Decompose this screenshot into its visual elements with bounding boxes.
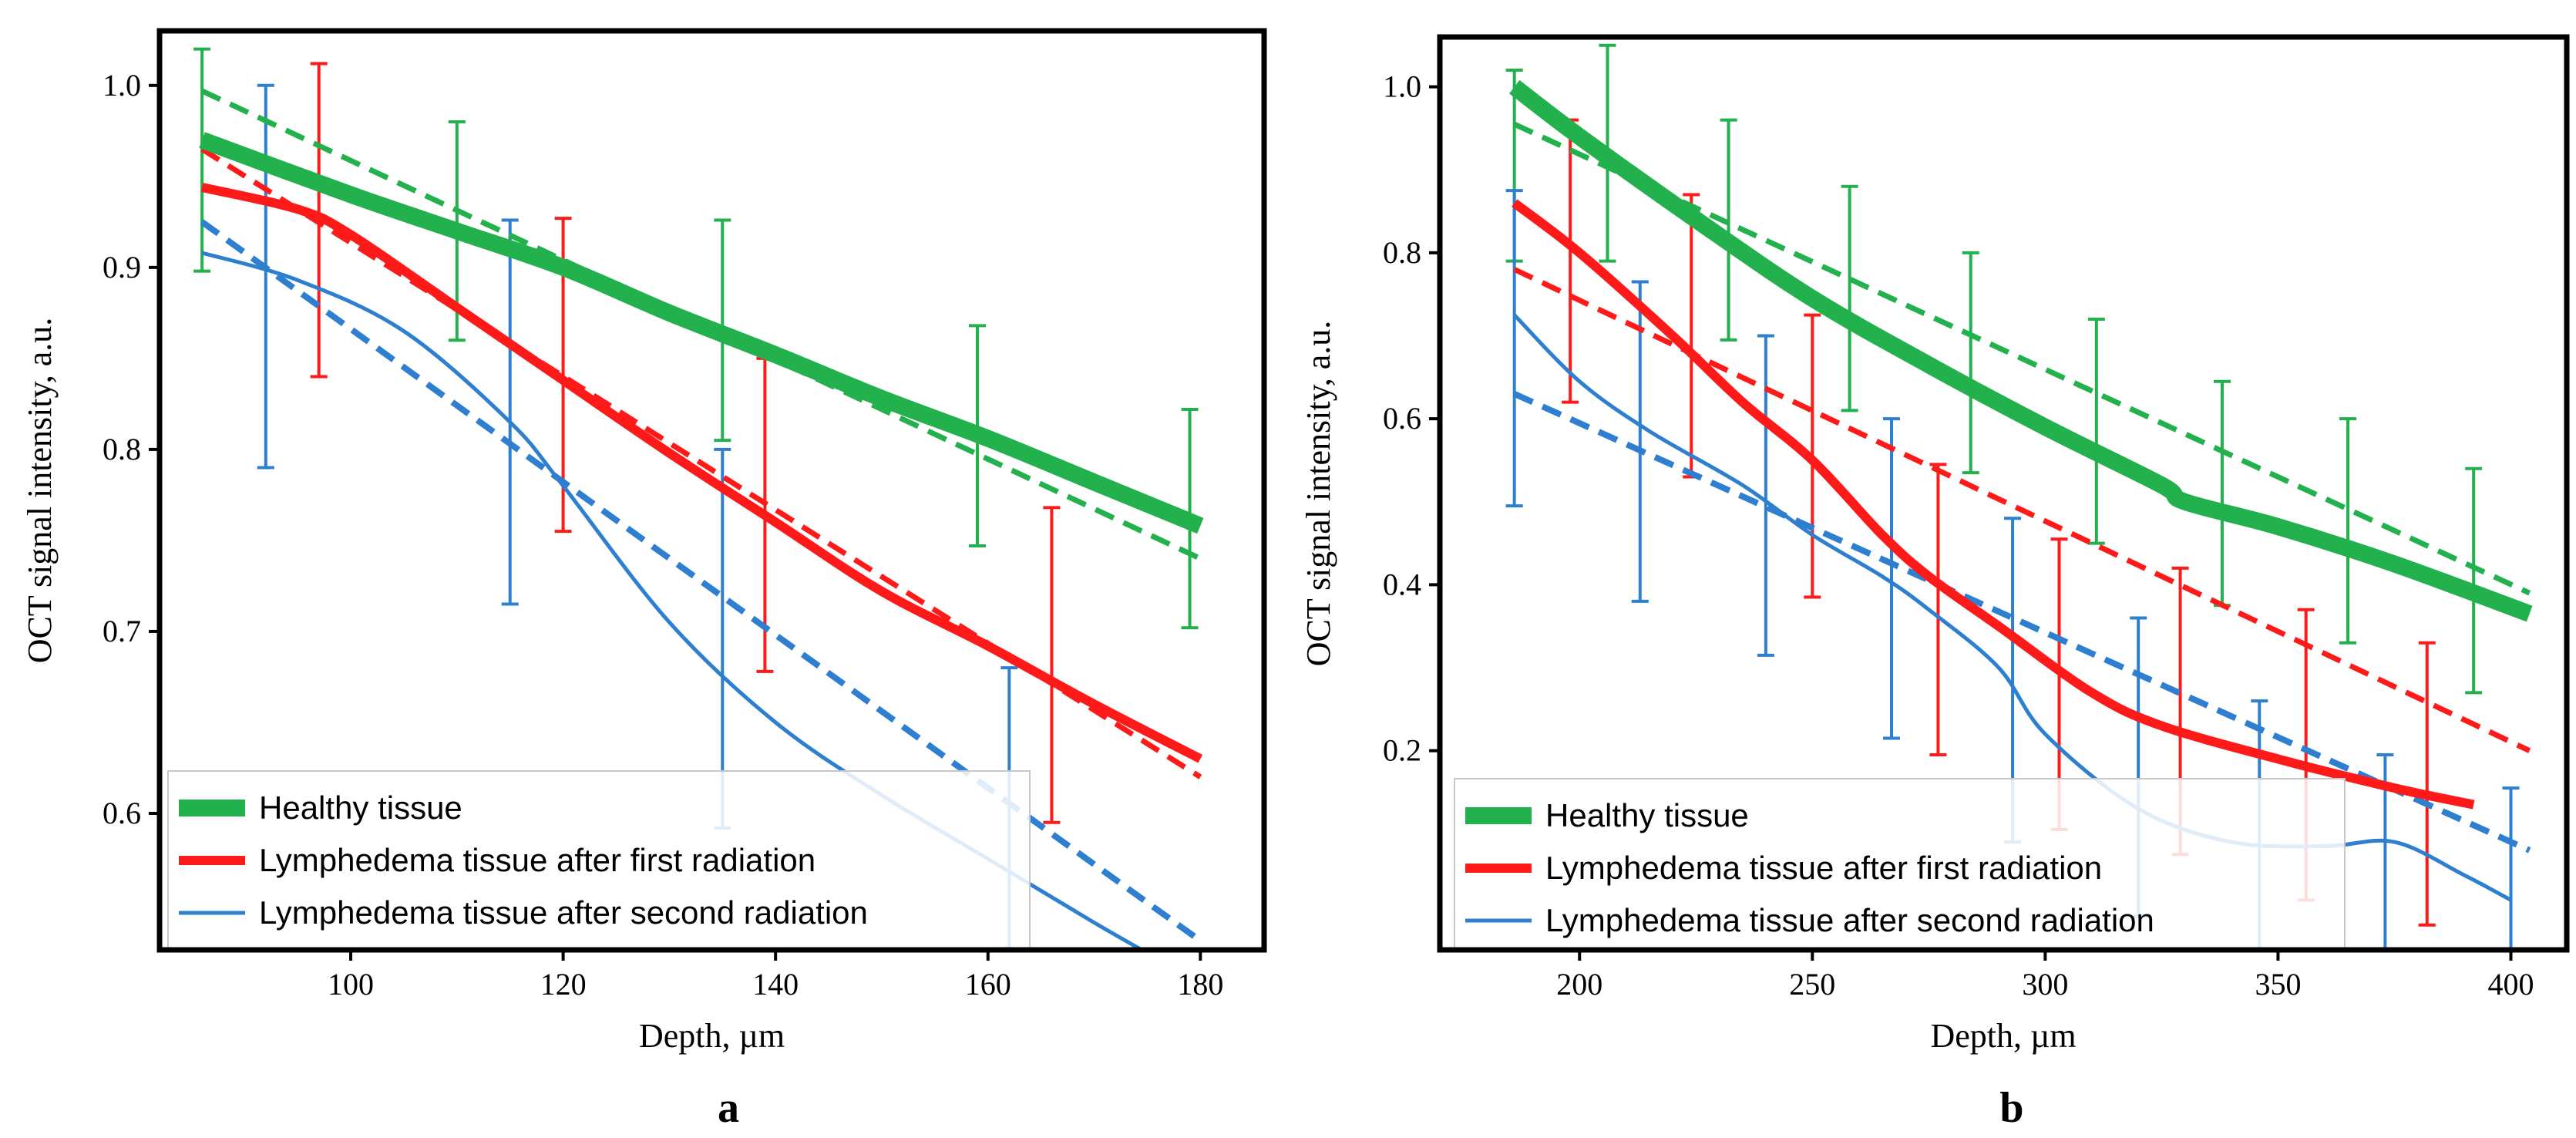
legend: Healthy tissue Lymphedema tissue after fi… xyxy=(167,770,1031,951)
plot-frame xyxy=(156,28,1267,953)
y-tick-label: 0.8 xyxy=(103,432,141,466)
y-tick-label: 0.2 xyxy=(1383,733,1421,768)
y-axis-label: OCT signal intensity, a.u. xyxy=(21,318,59,664)
y-tick-label: 1.0 xyxy=(1383,69,1421,104)
fit-line-second xyxy=(1513,391,2531,854)
legend: Healthy tissue Lymphedema tissue after fi… xyxy=(1454,778,2346,951)
fit-line-second xyxy=(200,219,1202,944)
x-tick-label: 180 xyxy=(1177,967,1223,1002)
chart-panel-b: Healthy tissue Lymphedema tissue after fi… xyxy=(1300,34,2570,1055)
x-axis-label: Depth, µm xyxy=(639,1017,785,1055)
series-line-first xyxy=(200,183,1203,763)
x-tick-label: 120 xyxy=(540,967,587,1002)
x-tick-label: 300 xyxy=(2022,967,2068,1002)
series-line-first xyxy=(1512,199,2475,810)
plot-area xyxy=(193,47,1204,950)
x-tick-label: 140 xyxy=(752,967,799,1002)
legend-label-healthy: Healthy tissue xyxy=(1545,797,1749,833)
y-tick-label: 0.8 xyxy=(1383,235,1421,270)
series-line-healthy xyxy=(1509,79,2533,622)
legend-label-second: Lymphedema tissue after second radiation xyxy=(259,894,868,931)
x-tick-label: 400 xyxy=(2488,967,2534,1002)
x-tick-label: 100 xyxy=(328,967,374,1002)
legend-label-first: Lymphedema tissue after first radiation xyxy=(1545,850,2102,886)
plot-frame xyxy=(1437,34,2570,953)
y-tick-label: 0.9 xyxy=(103,250,141,284)
x-tick-label: 350 xyxy=(2255,967,2301,1002)
series-line-healthy xyxy=(199,132,1204,534)
y-axis-label: OCT signal intensity, a.u. xyxy=(1300,321,1337,667)
panel-label-b: b xyxy=(1999,1084,2023,1132)
legend-label-first: Lymphedema tissue after first radiation xyxy=(259,842,816,878)
x-tick-label: 160 xyxy=(965,967,1011,1002)
legend-label-healthy: Healthy tissue xyxy=(259,790,462,826)
x-axis-label: Depth, µm xyxy=(1930,1017,2076,1055)
y-tick-label: 1.0 xyxy=(103,68,141,103)
x-tick-label: 250 xyxy=(1789,967,1835,1002)
chart-panel-a: Healthy tissue Lymphedema tissue after fi… xyxy=(21,28,1267,1055)
fit-line-first xyxy=(200,146,1202,779)
legend-label-second: Lymphedema tissue after second radiation xyxy=(1545,902,2154,938)
y-tick-label: 0.7 xyxy=(103,614,141,648)
y-tick-label: 0.6 xyxy=(103,796,141,830)
panel-label-a: a xyxy=(718,1084,739,1132)
y-tick-label: 0.6 xyxy=(1383,401,1421,436)
series-line-second xyxy=(1512,313,2512,902)
x-tick-label: 200 xyxy=(1556,967,1602,1002)
legend-box xyxy=(167,770,1031,951)
fit-line-first xyxy=(1513,267,2531,753)
y-tick-label: 0.4 xyxy=(1383,567,1421,601)
legend-box xyxy=(1454,778,2346,951)
